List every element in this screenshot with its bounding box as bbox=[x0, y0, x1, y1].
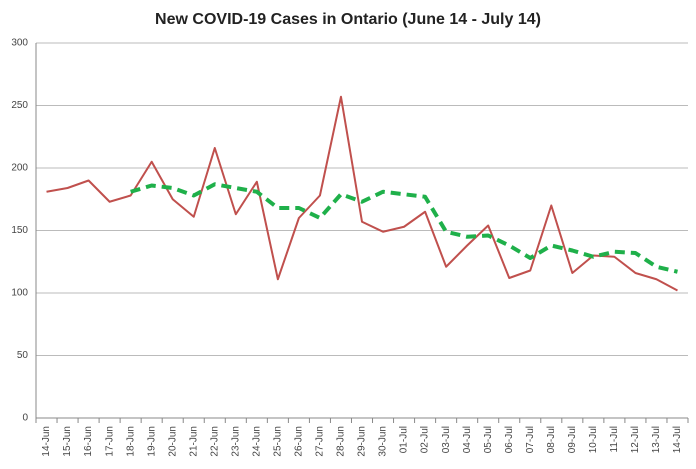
x-tick-label: 23-Jun bbox=[230, 426, 241, 457]
x-tick-label: 14-Jul bbox=[672, 426, 683, 453]
y-tick-label: 250 bbox=[11, 100, 28, 111]
x-tick-label: 27-Jun bbox=[315, 426, 326, 457]
x-tick-label: 10-Jul bbox=[588, 426, 599, 453]
x-tick-label: 22-Jun bbox=[209, 426, 220, 457]
x-tick-label: 14-Jun bbox=[41, 426, 52, 457]
x-tick-label: 21-Jun bbox=[188, 426, 199, 457]
x-tick-label: 18-Jun bbox=[125, 426, 136, 457]
x-tick-label: 07-Jul bbox=[525, 426, 536, 453]
y-tick-label: 0 bbox=[22, 413, 28, 424]
series-line bbox=[46, 95, 678, 292]
x-tick-label: 15-Jun bbox=[62, 426, 73, 457]
y-tick-label: 300 bbox=[11, 38, 28, 49]
y-tick-label: 150 bbox=[11, 225, 28, 236]
x-tick-label: 08-Jul bbox=[546, 426, 557, 453]
x-tick-label: 20-Jun bbox=[167, 426, 178, 457]
x-tick-label: 17-Jun bbox=[104, 426, 115, 457]
series-line bbox=[130, 182, 678, 274]
y-tick-label: 200 bbox=[11, 163, 28, 174]
x-tick-label: 29-Jun bbox=[357, 426, 368, 457]
x-tick-label: 19-Jun bbox=[146, 426, 157, 457]
chart-title: New COVID-19 Cases in Ontario (June 14 -… bbox=[155, 11, 541, 28]
x-tick-label: 05-Jul bbox=[483, 426, 494, 453]
x-tick-label: 12-Jul bbox=[630, 426, 641, 453]
x-tick-label: 13-Jul bbox=[651, 426, 662, 453]
x-tick-label: 30-Jun bbox=[378, 426, 389, 457]
x-tick-label: 24-Jun bbox=[251, 426, 262, 457]
x-tick-label: 25-Jun bbox=[273, 426, 284, 457]
x-tick-label: 02-Jul bbox=[420, 426, 431, 453]
x-tick-label: 28-Jun bbox=[336, 426, 347, 457]
x-tick-label: 26-Jun bbox=[294, 426, 305, 457]
x-tick-label: 16-Jun bbox=[83, 426, 94, 457]
x-tick-label: 06-Jul bbox=[504, 426, 515, 453]
x-tick-label: 04-Jul bbox=[462, 426, 473, 453]
x-tick-label: 09-Jul bbox=[567, 426, 578, 453]
x-tick-label: 01-Jul bbox=[399, 426, 410, 453]
x-tick-label: 11-Jul bbox=[609, 426, 620, 453]
y-tick-label: 100 bbox=[11, 288, 28, 299]
y-tick-label: 50 bbox=[17, 350, 29, 361]
x-tick-label: 03-Jul bbox=[441, 426, 452, 453]
